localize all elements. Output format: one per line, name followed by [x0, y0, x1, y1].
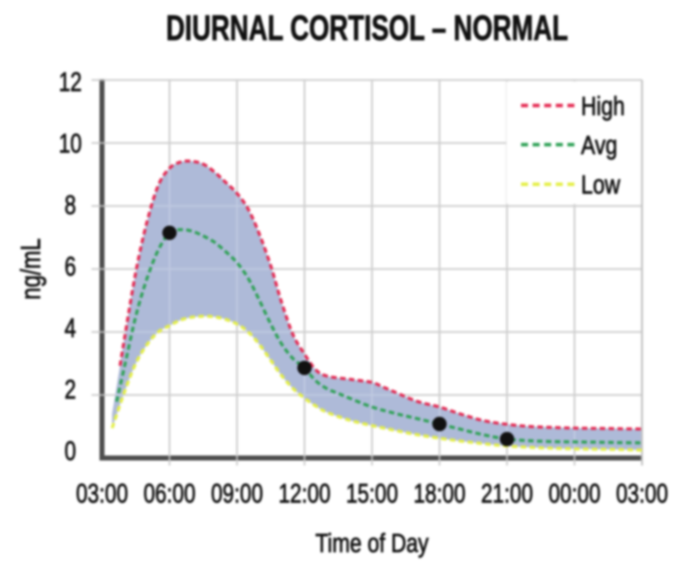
svg-text:0: 0: [65, 436, 77, 466]
svg-text:4: 4: [65, 313, 77, 343]
svg-text:03:00: 03:00: [616, 479, 668, 509]
svg-text:18:00: 18:00: [414, 479, 466, 509]
svg-text:15:00: 15:00: [346, 479, 398, 509]
svg-text:ng/mL: ng/mL: [16, 238, 47, 299]
svg-text:6: 6: [65, 252, 77, 282]
svg-text:10: 10: [59, 129, 82, 159]
svg-text:03:00: 03:00: [76, 479, 128, 509]
svg-text:2: 2: [65, 375, 77, 405]
svg-text:Low: Low: [581, 171, 621, 201]
svg-text:Avg: Avg: [581, 131, 617, 161]
svg-text:21:00: 21:00: [481, 479, 533, 509]
svg-text:8: 8: [65, 190, 77, 220]
svg-text:00:00: 00:00: [549, 479, 601, 509]
svg-text:06:00: 06:00: [144, 479, 196, 509]
svg-text:09:00: 09:00: [211, 479, 263, 509]
svg-text:12: 12: [59, 67, 82, 97]
svg-text:High: High: [581, 92, 625, 122]
svg-text:12:00: 12:00: [279, 479, 331, 509]
svg-text:Time of Day: Time of Day: [315, 529, 429, 557]
svg-text:DIURNAL CORTISOL – NORMAL: DIURNAL CORTISOL – NORMAL: [166, 8, 568, 48]
